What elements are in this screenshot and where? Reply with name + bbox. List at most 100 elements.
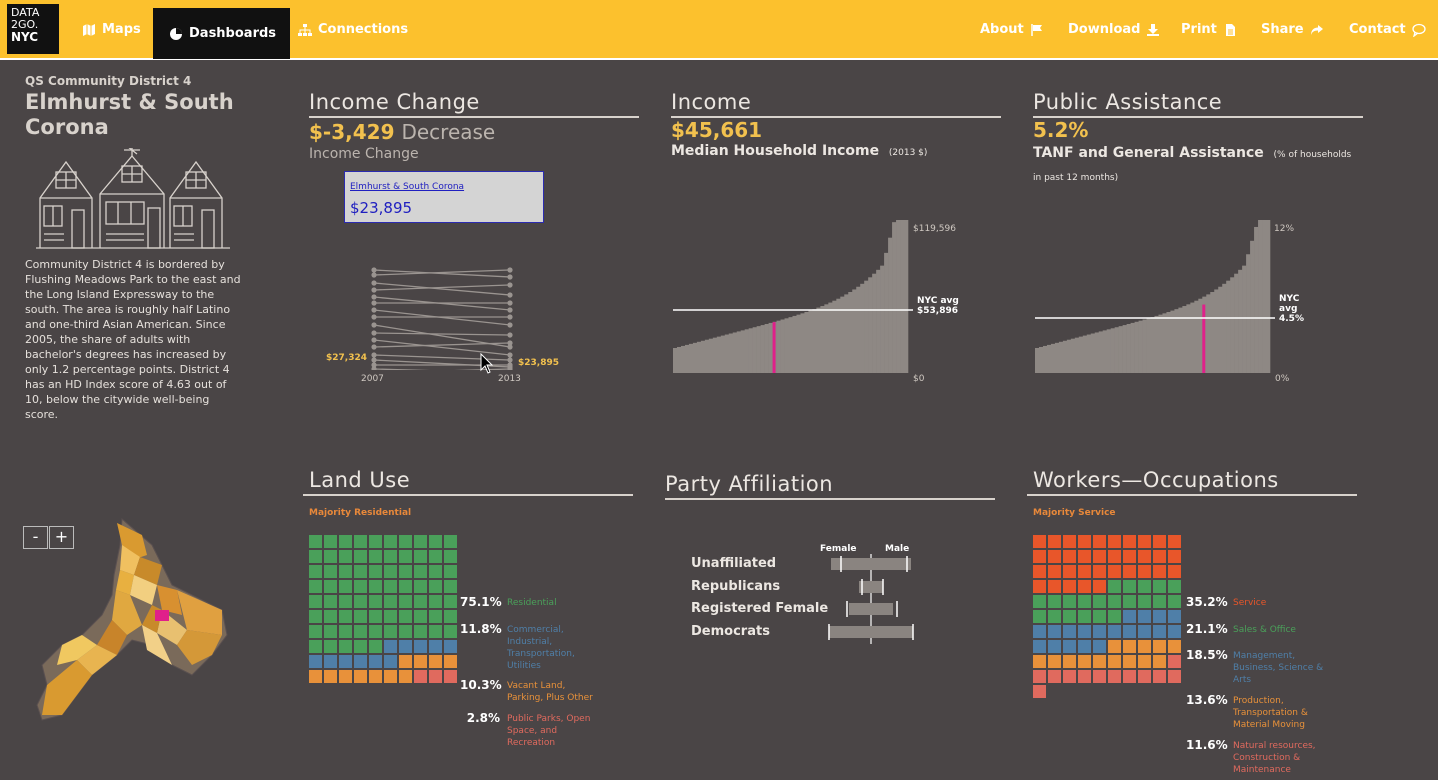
party-bar	[831, 558, 911, 570]
zoom-out-button[interactable]: -	[23, 526, 48, 549]
rank-bar	[688, 343, 694, 373]
rank-bar	[1054, 342, 1060, 373]
waffle-square	[339, 670, 352, 683]
waffle-square	[414, 670, 427, 683]
slope-dot	[507, 292, 513, 298]
waffle-square	[354, 670, 367, 683]
waffle-square	[324, 565, 337, 578]
public-assistance-label-text: TANF and General Assistance	[1033, 145, 1264, 161]
rank-bar	[1078, 336, 1084, 373]
legend-label: Vacant Land, Parking, Plus Other	[507, 681, 593, 703]
nav-download[interactable]: Download	[1068, 0, 1160, 60]
legend-percent: 2.8%	[466, 711, 500, 725]
waffle-square	[369, 625, 382, 638]
nav-about[interactable]: About	[980, 0, 1044, 60]
waffle-square	[414, 595, 427, 608]
nav-connections[interactable]: Connections	[298, 0, 408, 60]
waffle-square	[1108, 640, 1121, 653]
nav-dashboards[interactable]: Dashboards	[153, 8, 291, 59]
zoom-in-button[interactable]: +	[49, 526, 74, 549]
logo-line-1: DATA	[11, 6, 40, 19]
waffle-square	[1138, 640, 1151, 653]
share-arrow-icon	[1310, 25, 1323, 35]
waffle-square	[1153, 655, 1166, 668]
pa-avg-label: NYC avg 4.5%	[1279, 294, 1304, 324]
slope-dot	[371, 272, 377, 278]
rank-bar	[684, 344, 690, 373]
waffle-square	[1138, 670, 1151, 683]
waffle-square	[354, 625, 367, 638]
waffle-square	[309, 640, 322, 653]
nav-contact[interactable]: Contact	[1349, 0, 1426, 60]
waffle-square	[309, 595, 322, 608]
pa-avg-value: 4.5%	[1279, 314, 1304, 324]
income-avg-label: NYC avg $53,896	[917, 296, 959, 316]
slope-dot	[371, 322, 377, 328]
slope-dot	[371, 267, 377, 273]
public-assistance-note: (% of households in past 12 months)	[1033, 150, 1352, 183]
rank-bar	[824, 304, 829, 373]
waffle-square	[1123, 595, 1136, 608]
waffle-square	[339, 625, 352, 638]
party-gender-chart	[828, 554, 914, 644]
slope-line	[373, 342, 511, 348]
data2go-logo[interactable]: DATA 2GO. NYC	[7, 4, 59, 54]
waffle-square	[1123, 535, 1136, 548]
waffle-square	[1048, 535, 1061, 548]
waffle-square	[339, 655, 352, 668]
rank-bar	[816, 307, 821, 373]
nav-share[interactable]: Share	[1261, 0, 1324, 60]
waffle-square	[1108, 655, 1121, 668]
dashboard-content: QS Community District 4 Elmhurst & South…	[0, 60, 1438, 780]
waffle-square	[429, 535, 442, 548]
waffle-square	[1108, 580, 1121, 593]
legend-label: Service	[1233, 598, 1267, 608]
rank-bar	[1242, 265, 1247, 373]
waffle-square	[444, 610, 457, 623]
waffle-square	[1093, 655, 1106, 668]
waffle-square	[1048, 610, 1061, 623]
income-slope-chart[interactable]	[360, 255, 525, 370]
rank-bar	[1182, 306, 1187, 373]
rank-bar	[896, 220, 901, 373]
waffle-square	[414, 550, 427, 563]
waffle-square	[1123, 565, 1136, 578]
tooltip-district-link[interactable]: Elmhurst & South Corona	[350, 182, 465, 192]
waffle-square	[339, 535, 352, 548]
party-title: Party Affiliation	[665, 472, 995, 500]
rank-bar	[876, 269, 881, 373]
waffle-square	[1048, 580, 1061, 593]
rank-bar	[1222, 283, 1227, 373]
nav-print[interactable]: Print	[1181, 0, 1237, 60]
rank-bar	[1194, 300, 1199, 373]
waffle-square	[339, 610, 352, 623]
rank-bar	[1262, 220, 1267, 373]
waffle-square	[324, 670, 337, 683]
rank-bar	[1102, 330, 1107, 373]
waffle-square	[324, 640, 337, 653]
rank-bar	[1162, 313, 1167, 373]
waffle-square	[1168, 625, 1181, 638]
rank-bar	[1082, 335, 1088, 373]
income-max-label: $119,596	[913, 224, 956, 234]
waffle-square	[1048, 565, 1061, 578]
party-male-label: Male	[885, 544, 910, 554]
slope-dot	[371, 294, 377, 300]
waffle-square	[1033, 580, 1046, 593]
rank-bar	[1266, 220, 1271, 373]
waffle-square	[1033, 565, 1046, 578]
district-code: QS Community District 4	[25, 74, 192, 88]
waffle-square	[1123, 640, 1136, 653]
waffle-square	[384, 565, 397, 578]
nav-maps[interactable]: Maps	[82, 0, 141, 60]
waffle-square	[1093, 565, 1106, 578]
occupations-majority: Majority Service	[1033, 508, 1116, 518]
income-change-value: $-3,429 Decrease	[309, 120, 495, 144]
rank-bar	[724, 334, 730, 373]
rank-bar	[1230, 277, 1235, 373]
rank-bar	[848, 292, 853, 373]
nyc-district-map[interactable]	[22, 515, 232, 725]
waffle-square	[414, 610, 427, 623]
rank-bar	[1214, 289, 1219, 373]
rank-bar	[1090, 333, 1096, 373]
